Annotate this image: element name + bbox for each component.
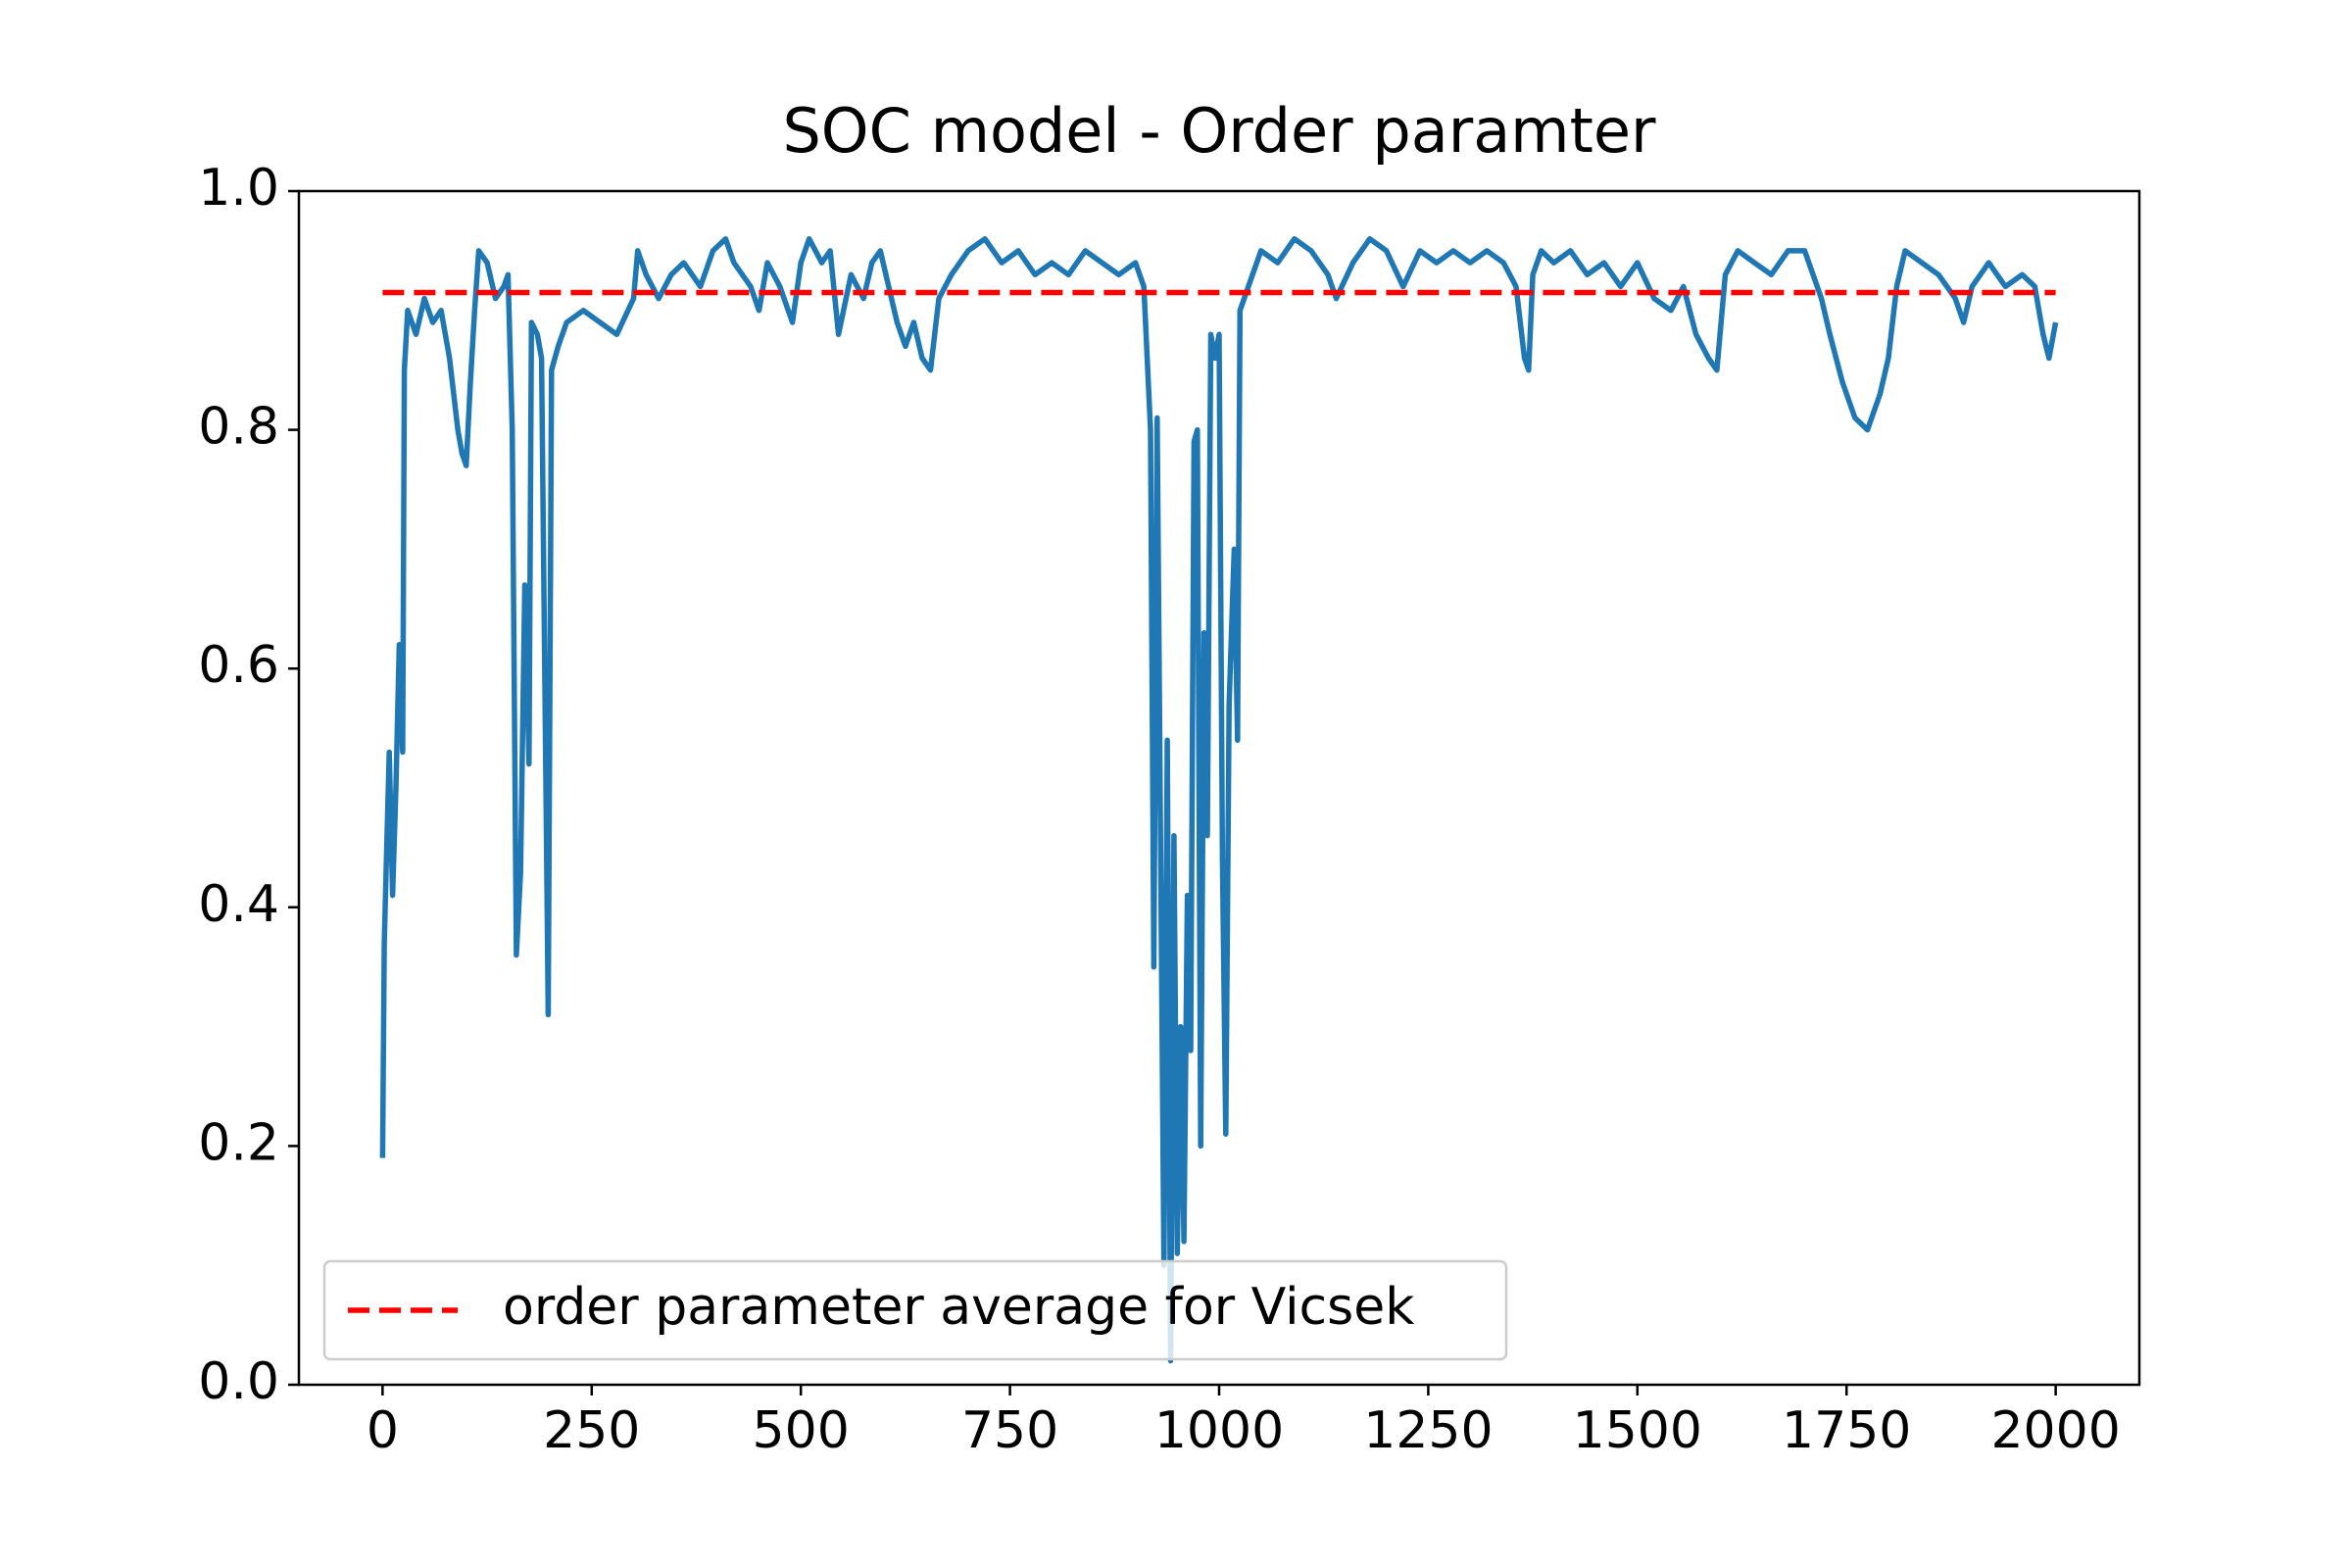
chart-title: SOC model - Order paramter bbox=[782, 95, 1656, 167]
x-tick-label: 250 bbox=[543, 1401, 640, 1460]
x-tick-label: 500 bbox=[753, 1401, 850, 1460]
x-tick-label: 1000 bbox=[1154, 1401, 1284, 1460]
legend-label: order parameter average for Vicsek bbox=[503, 1278, 1414, 1337]
x-tick-label: 750 bbox=[961, 1401, 1058, 1460]
y-tick-label: 0.6 bbox=[198, 636, 279, 695]
line-series bbox=[379, 235, 2059, 1364]
y-tick-label: 0.0 bbox=[198, 1352, 279, 1411]
x-tick-label: 1750 bbox=[1782, 1401, 1911, 1460]
y-tick-label: 0.8 bbox=[198, 398, 279, 457]
legend-box bbox=[322, 1259, 1508, 1361]
y-tick-label: 0.2 bbox=[198, 1113, 279, 1172]
x-tick-label: 1250 bbox=[1363, 1401, 1493, 1460]
y-tick-label: 0.4 bbox=[198, 875, 279, 934]
y-tick-label: 1.0 bbox=[198, 159, 279, 218]
x-tick-label: 0 bbox=[367, 1401, 399, 1460]
x-tick-label: 2000 bbox=[1990, 1401, 2120, 1460]
x-tick-label: 1500 bbox=[1573, 1401, 1702, 1460]
